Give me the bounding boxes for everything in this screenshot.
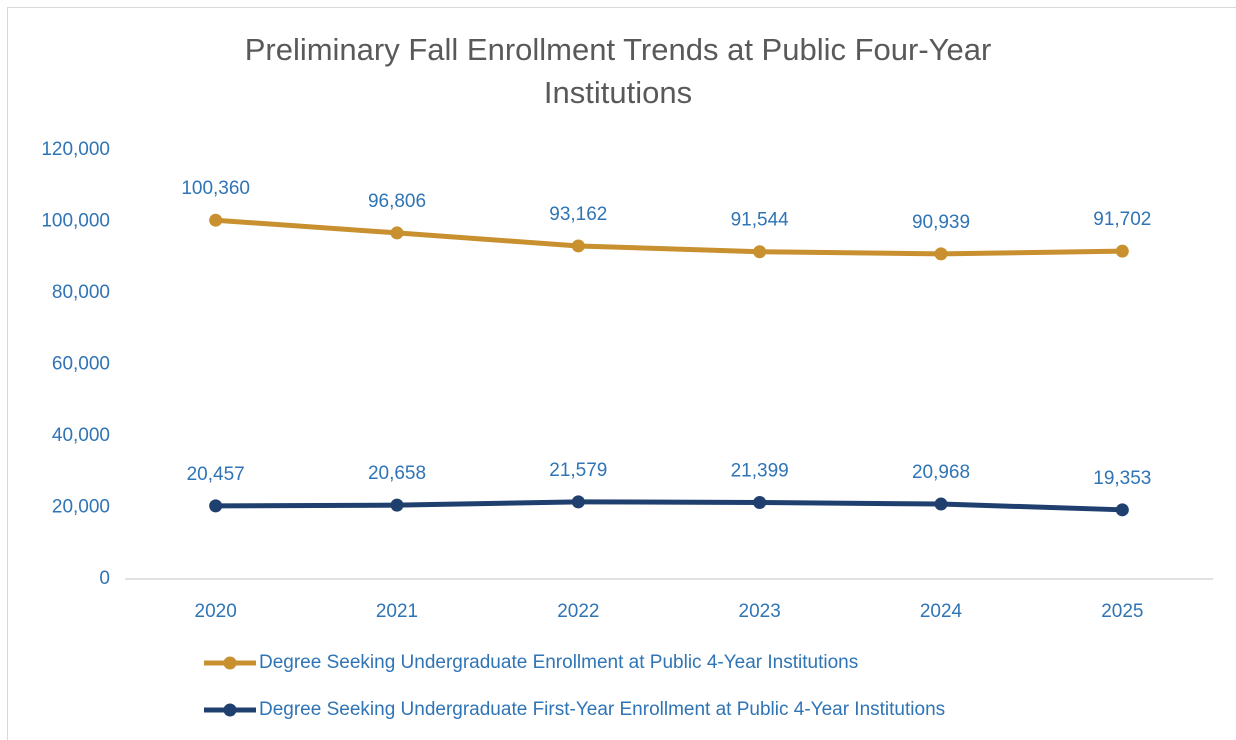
y-tick-label: 60,000 (52, 354, 110, 375)
series-line (215, 217, 1123, 257)
data-point (753, 495, 767, 509)
y-tick-label: 120,000 (41, 139, 110, 160)
data-point (1115, 244, 1129, 258)
data-point (390, 226, 404, 240)
data-point (209, 499, 223, 513)
y-tick-label: 0 (99, 568, 110, 589)
y-tick-label: 40,000 (52, 425, 110, 446)
y-tick-label: 80,000 (52, 282, 110, 303)
data-label: 19,353 (1093, 468, 1151, 489)
data-point (571, 239, 585, 253)
x-tick-label: 2024 (920, 601, 963, 622)
x-tick-label: 2023 (739, 601, 781, 622)
data-label: 20,457 (187, 464, 245, 485)
data-label: 21,399 (731, 461, 789, 482)
data-point (934, 497, 948, 511)
data-point (753, 245, 767, 259)
chart-title: Preliminary Fall Enrollment Trends at Pu… (244, 32, 992, 110)
x-tick-label: 2022 (557, 601, 599, 622)
y-tick-label: 20,000 (52, 497, 110, 518)
legend-label: Degree Seeking Undergraduate Enrollment … (259, 652, 858, 673)
x-tick-label: 2025 (1101, 601, 1143, 622)
data-label: 93,162 (549, 204, 607, 225)
legend-label: Degree Seeking Undergraduate First-Year … (259, 699, 945, 720)
y-tick-label: 100,000 (41, 211, 110, 232)
x-tick-label: 2021 (376, 601, 418, 622)
data-point (209, 213, 223, 227)
data-label: 100,360 (181, 178, 250, 199)
data-label: 21,579 (549, 460, 607, 481)
data-point (390, 498, 404, 512)
data-point (934, 247, 948, 261)
legend-marker (223, 656, 237, 670)
legend-marker (223, 703, 237, 717)
data-label: 91,702 (1093, 209, 1151, 230)
data-label: 20,968 (912, 462, 970, 483)
chart-border (7, 7, 1236, 740)
data-label: 20,658 (368, 463, 426, 484)
data-point (1115, 503, 1129, 517)
x-tick-label: 2020 (195, 601, 237, 622)
data-label: 91,544 (731, 210, 790, 231)
data-point (571, 495, 585, 509)
series-line (215, 499, 1123, 513)
data-label: 96,806 (368, 191, 426, 212)
data-label: 90,939 (912, 212, 970, 233)
